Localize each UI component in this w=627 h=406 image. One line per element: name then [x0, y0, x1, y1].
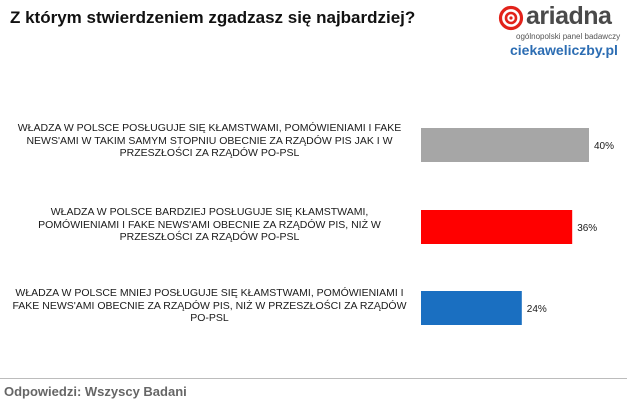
data-label: 40%	[594, 141, 614, 152]
bar	[421, 291, 522, 325]
footer-divider	[0, 378, 627, 379]
data-label: 36%	[577, 223, 597, 234]
footer-note: Odpowiedzi: Wszyscy Badani	[4, 384, 187, 399]
bar	[421, 128, 589, 162]
data-label: 24%	[527, 304, 547, 315]
bar	[421, 210, 572, 244]
